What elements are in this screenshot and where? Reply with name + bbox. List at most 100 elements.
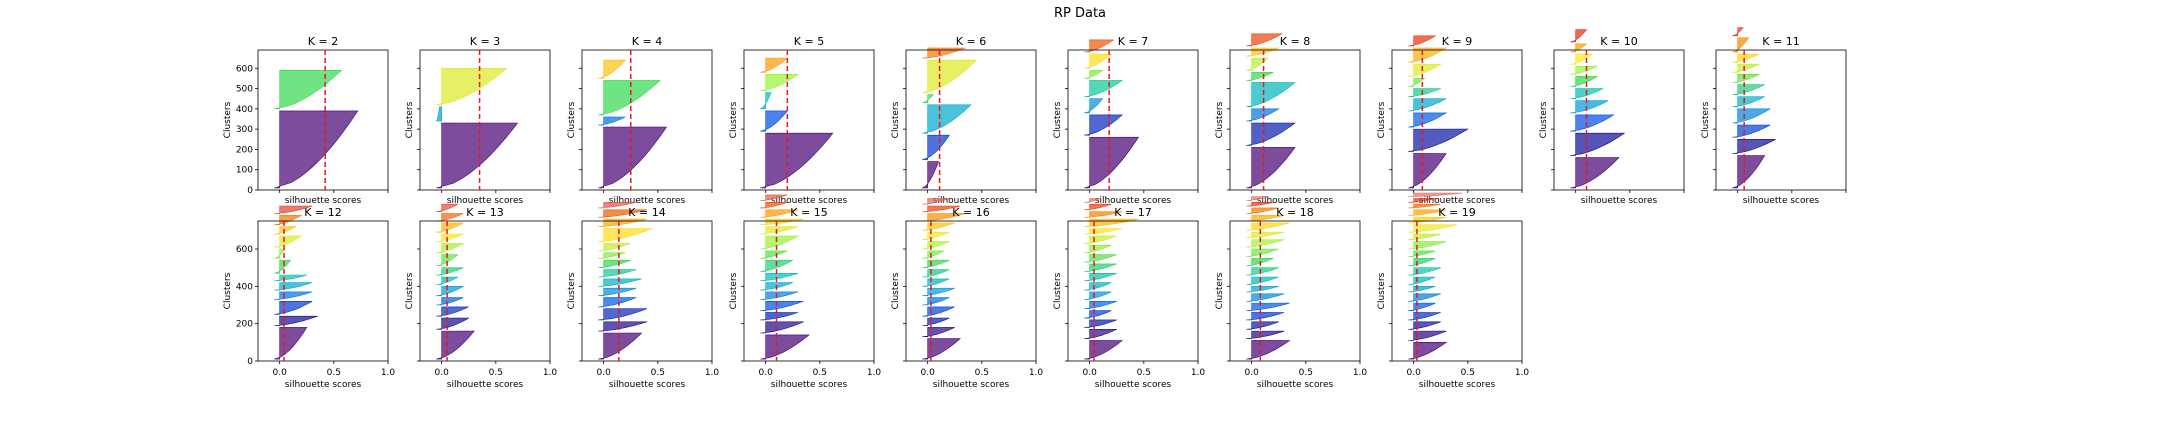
cluster-blade [1246,47,1279,57]
subplot-k15: K = 15 0.0 0.5 1.0 silhouette scores Clusters [729,194,881,390]
x-axis-label: silhouette scores [285,196,362,206]
cluster-blade [1570,132,1626,156]
x-tick-label: 1.0 [705,368,720,378]
cluster-blade [1570,29,1588,43]
y-tick-label: 200 [236,320,253,330]
cluster-blade [598,243,631,252]
cluster-blade [274,282,313,291]
cluster-blade [760,334,810,360]
y-axis-label: Clusters [729,101,739,138]
subplot-title: K = 12 [304,206,341,219]
cluster-blade [436,243,465,254]
axes-frame [1067,220,1199,362]
y-axis-label: Clusters [223,272,233,309]
x-axis-label: silhouette scores [1581,196,1658,206]
cluster-blade [1246,330,1285,339]
subplot-k4: K = 4 silhouette scores Clusters [567,35,713,206]
x-axis-label: silhouette scores [1095,380,1172,390]
cluster-blade [922,259,950,268]
subplot-k2: K = 2 silhouette scores 0 100 200 300 400 500 60… [223,35,389,206]
cluster-blade [1732,63,1760,73]
y-axis-label: Clusters [1215,101,1225,138]
cluster-blade [598,332,643,360]
x-tick-label: 1.0 [543,368,558,378]
cluster-blade [1408,241,1447,250]
cluster-blade [1732,27,1744,37]
x-tick-label: 0.0 [921,368,936,378]
cluster-blade [1246,82,1296,108]
y-tick-label: 100 [236,166,253,176]
y-axis-label: Clusters [1053,272,1063,309]
y-axis-label: Clusters [223,101,233,138]
x-tick-label: 0.0 [1245,368,1260,378]
cluster-blade [1084,263,1117,272]
axes-frame [581,220,713,362]
cluster-blade [1570,157,1620,189]
cluster-blade [1246,248,1279,257]
x-tick-label: 0.0 [1083,368,1098,378]
cluster-blade [598,297,637,308]
cluster-blade [1408,293,1441,302]
cluster-blade [1408,153,1447,189]
cluster-blade [1084,310,1112,319]
cluster-blade [922,104,972,134]
x-tick-label: 0.5 [975,368,989,378]
cluster-blade [1732,53,1760,63]
y-tick-label: 300 [236,125,253,135]
subplot-title: K = 5 [794,35,824,48]
cluster-blade [1408,216,1447,224]
cluster-blade [922,222,955,231]
x-tick-label: 0.0 [759,368,774,378]
cluster-blade [760,300,804,311]
cluster-blade [1732,96,1765,108]
cluster-blade [1732,74,1760,83]
x-tick-label: 0.5 [651,368,665,378]
cluster-blade [274,327,308,360]
y-axis-label: Clusters [1053,101,1063,138]
subplot-title: K = 9 [1442,35,1472,48]
cluster-blade [274,235,303,248]
x-axis-label: silhouette scores [285,380,362,390]
cluster-blade [1732,108,1772,124]
cluster-blade [274,205,313,214]
cluster-blade [274,226,298,235]
cluster-blade [760,250,788,259]
cluster-blade [436,233,464,242]
subplot-title: K = 6 [956,35,986,48]
cluster-blade [760,209,799,218]
subplot-title: K = 14 [628,206,665,219]
x-tick-label: 0.0 [597,368,612,378]
cluster-blade [1246,215,1285,222]
cluster-blade [1408,224,1458,233]
cluster-blade [760,272,799,282]
y-axis-label: Clusters [405,101,415,138]
subplot-k19: K = 19 0.0 0.5 1.0 silhouette scores Clusters [1377,192,1529,390]
cluster-blade [922,250,946,259]
axes-frame [1229,49,1361,191]
cluster-blade [922,213,966,222]
cluster-blade [598,278,642,287]
cluster-blade [1246,231,1285,239]
cluster-blade [436,67,508,106]
cluster-blade [598,202,637,209]
cluster-blade [1246,340,1291,360]
cluster-blade [1732,155,1766,189]
subplot-title: K = 16 [952,206,989,219]
cluster-blade [1408,341,1448,360]
cluster-blade [436,254,459,267]
y-axis-label: Clusters [891,101,901,138]
cluster-blade [436,203,460,212]
y-axis-label: Clusters [1377,272,1387,309]
cluster-blade [436,297,464,306]
cluster-blade [598,218,648,227]
cluster-blade [922,306,955,317]
subplot-title: K = 3 [470,35,500,48]
cluster-blade [1246,108,1280,122]
cluster-blade [1408,63,1442,77]
cluster-blade [760,57,789,73]
axes-frame [905,49,1037,191]
subplot-title: K = 4 [632,35,662,48]
cluster-blade [922,269,950,278]
cluster-blade [1246,321,1279,330]
